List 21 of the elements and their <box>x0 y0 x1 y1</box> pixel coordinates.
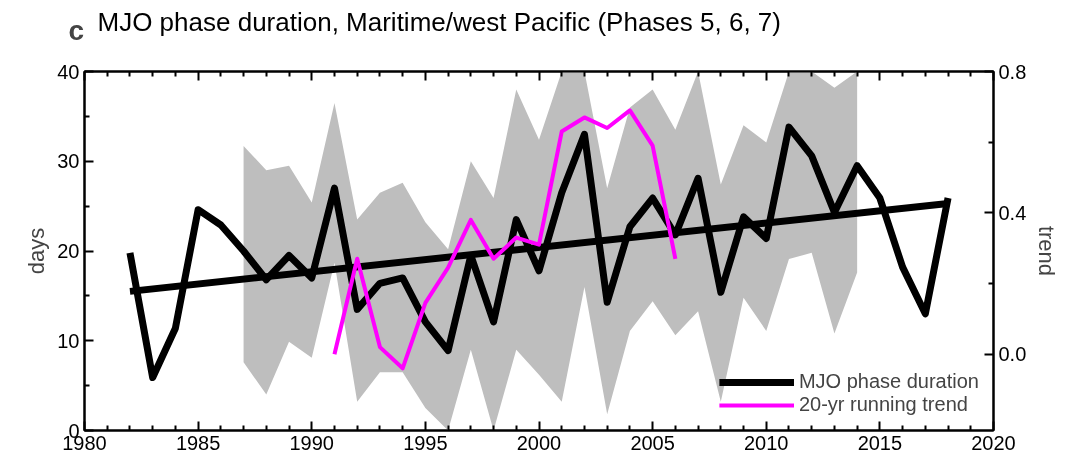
legend-label: 20-yr running trend <box>798 393 968 416</box>
x-tick-label: 2015 <box>857 431 903 454</box>
x-tick-label: 2020 <box>971 431 1016 454</box>
x-tick-label: 1995 <box>403 431 448 454</box>
y2-tick-label: 0.0 <box>998 343 1027 366</box>
x-tick-label: 1990 <box>289 431 334 454</box>
y-tick-label: 10 <box>57 329 80 352</box>
y2-tick-label: 0.4 <box>998 201 1027 224</box>
x-tick-label: 2010 <box>744 431 789 454</box>
x-tick-label: 2000 <box>516 431 562 454</box>
y2-tick-label: 0.8 <box>998 60 1027 83</box>
y-tick-label: 20 <box>57 240 80 262</box>
chart-title: MJO phase duration, Maritime/west Pacific (Phases 5, 6, 7) <box>97 6 781 37</box>
x-tick-label: 2005 <box>630 431 675 454</box>
x-tick-label: 1985 <box>175 431 221 454</box>
text: c <box>68 14 85 46</box>
y-axis-title: days <box>24 227 50 275</box>
y-tick-label: 40 <box>57 60 80 83</box>
y2-axis-title: trend <box>1034 225 1060 277</box>
y-tick-label: 30 <box>57 150 80 173</box>
legend-label: MJO phase duration <box>798 370 979 393</box>
